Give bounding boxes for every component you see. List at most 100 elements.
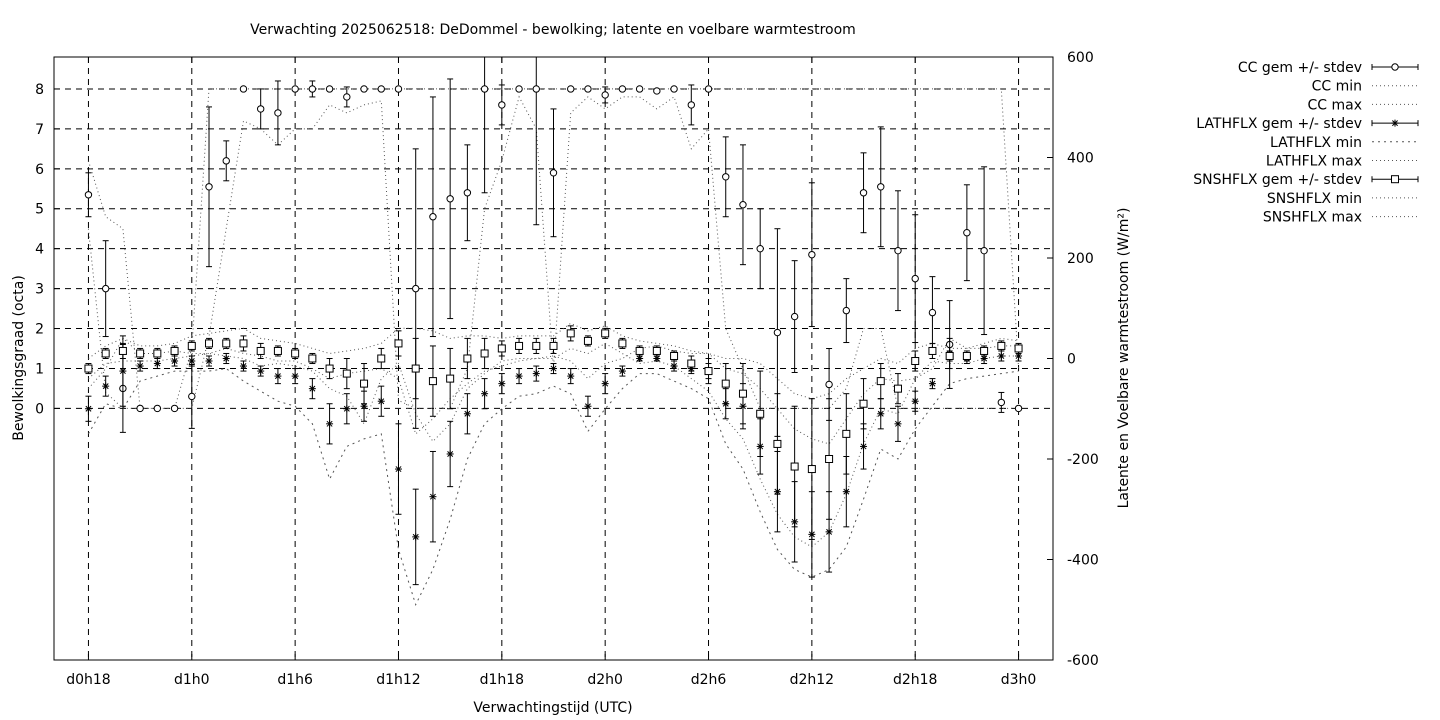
cc-point <box>446 195 454 203</box>
snshflx-point <box>618 339 627 348</box>
snshflx-point <box>118 346 127 355</box>
snshflx-point <box>1014 344 1023 353</box>
snshflx-point <box>153 349 162 358</box>
snshflx-point <box>687 359 696 368</box>
lathflx-point <box>515 372 523 380</box>
y-left-tick-label: 1 <box>35 361 44 377</box>
snshflx-point <box>825 455 834 463</box>
x-tick-label: d1h18 <box>480 672 524 688</box>
y-left-tick-label: 0 <box>35 401 44 417</box>
y-axis-right-label: Latente en Voelbare warmtestroom (W/m²) <box>1116 208 1132 509</box>
envelope-lathflx-max <box>88 337 1019 445</box>
lathflx-point <box>188 357 196 365</box>
lathflx-point <box>567 372 575 380</box>
snshflx-point <box>515 341 524 350</box>
snshflx-point <box>136 349 145 358</box>
snshflx-point <box>342 369 351 378</box>
cc-point <box>773 328 782 337</box>
lathflx-point <box>498 380 506 388</box>
lathflx-point <box>136 362 144 370</box>
snshflx-point <box>222 339 231 348</box>
lathflx-point <box>670 362 678 370</box>
cc-point <box>928 308 937 317</box>
legend-entry: LATHFLX max <box>1266 154 1418 170</box>
snshflx-point <box>411 364 420 373</box>
cc-point <box>291 85 299 93</box>
y-right-tick-label: 0 <box>1067 352 1076 368</box>
cc-point <box>963 229 971 237</box>
cc-point <box>859 189 868 197</box>
snshflx-point <box>928 346 937 355</box>
cc-point <box>549 169 558 177</box>
snshflx-point <box>256 346 265 355</box>
cc-point <box>239 85 248 93</box>
legend-entry: CC min <box>1312 79 1418 95</box>
cc-point <box>756 244 764 253</box>
lathflx-point <box>877 410 885 418</box>
snshflx-point <box>239 339 248 348</box>
cc-point <box>429 213 437 221</box>
lathflx-point <box>308 385 316 393</box>
x-tick-label: d1h6 <box>277 672 313 688</box>
series-lathflx <box>84 335 1023 586</box>
cc-point <box>739 201 747 209</box>
x-tick-label: d2h18 <box>893 672 937 688</box>
cc-point <box>997 398 1006 407</box>
cc-point <box>911 274 919 283</box>
cc-point <box>601 91 609 99</box>
legend-entry: LATHFLX min <box>1270 135 1418 151</box>
cc-point <box>980 246 988 255</box>
y-right-tick-label: 400 <box>1067 151 1094 167</box>
cc-point <box>808 250 816 259</box>
snshflx-point <box>308 354 317 363</box>
lathflx-point <box>343 405 351 413</box>
legend-label: CC min <box>1312 79 1362 95</box>
x-tick-label: d2h0 <box>587 672 623 688</box>
lathflx-point <box>532 370 540 378</box>
legend-label: SNSHFLX max <box>1263 210 1362 226</box>
y-right-tick-label: -600 <box>1067 653 1099 669</box>
cc-point <box>480 85 489 93</box>
cc-point <box>584 85 592 93</box>
cc-point <box>532 85 540 93</box>
lathflx-point <box>205 357 213 365</box>
lathflx-point <box>446 450 454 458</box>
cc-point <box>222 157 230 165</box>
snshflx-point <box>446 374 455 383</box>
lathflx-point <box>119 367 127 375</box>
snshflx-point <box>635 346 644 355</box>
legend-marker <box>1391 175 1399 184</box>
snshflx-point <box>394 339 403 348</box>
legend: CC gem +/- stdev CC min CC max LATHFLX gem … <box>1193 60 1419 226</box>
lathflx-point <box>653 355 661 362</box>
snshflx-point <box>549 341 558 350</box>
lathflx-point <box>153 360 161 368</box>
snshflx-point <box>428 377 437 386</box>
cc-point <box>704 85 713 93</box>
snshflx-point <box>84 364 93 373</box>
y-left-tick-label: 2 <box>35 322 44 338</box>
snshflx-point <box>566 329 575 338</box>
snshflx-point <box>859 399 868 408</box>
cc-point <box>188 392 196 401</box>
snshflx-point <box>945 351 954 360</box>
snshflx-point <box>291 349 300 358</box>
cc-point <box>256 105 265 113</box>
x-tick-label: d3h0 <box>1001 672 1037 688</box>
snshflx-point <box>377 354 386 363</box>
snshflx-point <box>170 346 179 355</box>
cc-point <box>136 404 144 413</box>
snshflx-point <box>187 341 196 350</box>
lathflx-point <box>618 367 626 375</box>
lathflx-point <box>911 397 919 405</box>
cc-point <box>567 85 575 93</box>
lathflx-point <box>860 442 868 450</box>
snshflx-point <box>911 357 920 366</box>
cc-point <box>274 109 282 117</box>
cc-point <box>343 93 351 101</box>
series-cc <box>84 57 1023 437</box>
cc-point <box>325 85 334 93</box>
x-tick-label: d1h0 <box>174 672 210 688</box>
y-axis-left-label: Bewolkingsgraad (octa) <box>11 275 27 441</box>
snshflx-point <box>738 389 747 398</box>
